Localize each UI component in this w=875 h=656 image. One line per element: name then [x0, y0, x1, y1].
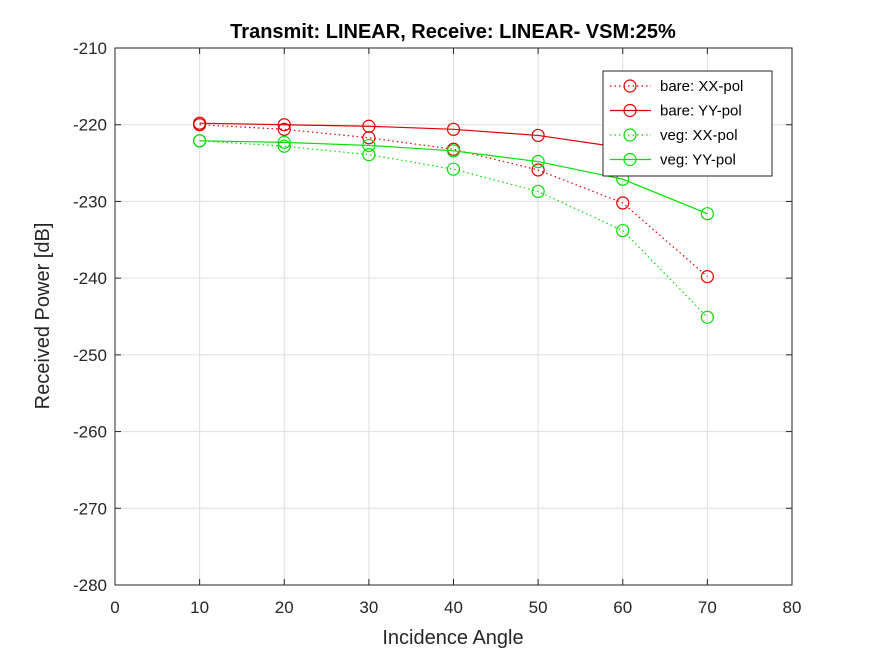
data-point	[531, 184, 545, 199]
y-tick-label: -210	[73, 39, 107, 58]
y-tick-label: -220	[73, 116, 107, 135]
data-point	[362, 119, 376, 133]
legend-marker	[623, 128, 637, 142]
data-point	[277, 122, 291, 136]
x-tick-label: 60	[613, 598, 632, 617]
data-point	[700, 310, 714, 324]
data-point	[700, 270, 714, 284]
y-tick-label: -230	[73, 192, 107, 211]
y-tick-label: -250	[73, 346, 107, 365]
data-point	[700, 207, 714, 221]
x-tick-label: 20	[275, 598, 294, 617]
legend-label: bare: XX-pol	[660, 78, 743, 95]
data-point	[531, 128, 545, 143]
data-point	[446, 162, 461, 176]
legend-label: veg: YY-pol	[660, 152, 736, 169]
x-tick-label: 0	[110, 598, 119, 617]
data-point	[193, 134, 207, 148]
x-tick-label: 70	[698, 598, 717, 617]
x-tick-label: 80	[783, 598, 802, 617]
data-point	[616, 196, 630, 210]
legend-label: veg: XX-pol	[660, 127, 738, 144]
x-tick-label: 10	[190, 598, 209, 617]
data-point	[616, 223, 630, 238]
series-line-3	[199, 140, 708, 215]
data-point	[362, 138, 376, 153]
legend-label: bare: YY-pol	[660, 103, 742, 120]
data-point	[446, 122, 461, 136]
legend: bare: XX-pol bare: YY-pol veg: XX-pol veg: …	[602, 70, 773, 177]
y-tick-label: -260	[73, 423, 107, 442]
legend-marker	[623, 79, 637, 93]
data-point	[277, 139, 291, 153]
data-point	[531, 154, 545, 169]
x-tick-label: 50	[529, 598, 548, 617]
data-point	[277, 118, 291, 132]
legend-marker	[623, 152, 637, 167]
y-tick-label: -240	[73, 269, 107, 288]
data-point	[446, 144, 461, 158]
data-point	[531, 163, 545, 177]
x-tick-label: 40	[444, 598, 463, 617]
x-tick-label: 30	[359, 598, 378, 617]
data-point	[277, 135, 291, 149]
y-axis-label: Received Power [dB]	[32, 223, 54, 410]
x-axis-label: Incidence Angle	[382, 627, 523, 649]
legend-box	[602, 70, 773, 177]
chart-title: Transmit: LINEAR, Receive: LINEAR- VSM:2…	[230, 21, 676, 43]
y-tick-label: -270	[73, 499, 107, 518]
data-point	[362, 148, 376, 162]
y-tick-label: -280	[73, 576, 107, 595]
legend-marker	[623, 103, 637, 118]
data-point	[193, 116, 207, 130]
series-line-0	[199, 124, 708, 278]
